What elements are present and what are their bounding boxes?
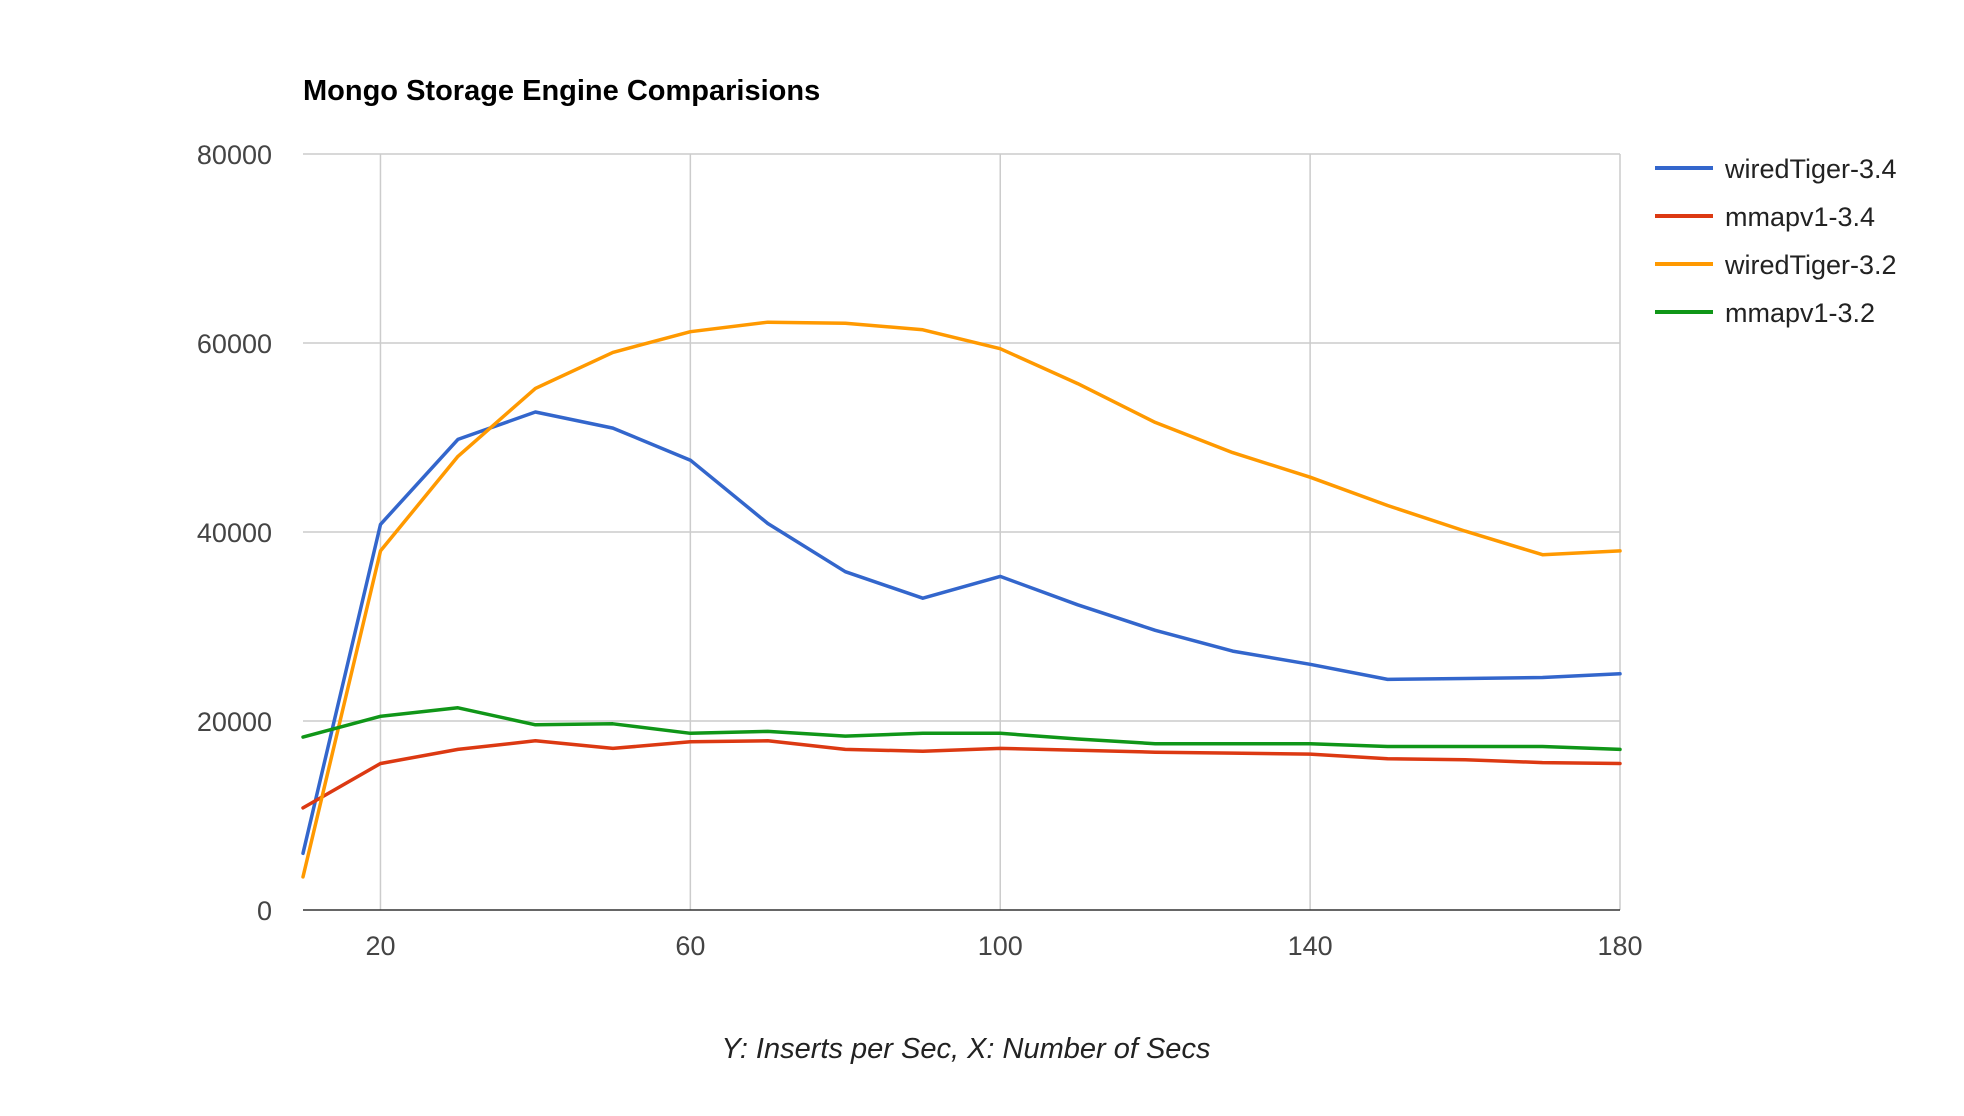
y-tick-label: 60000	[197, 329, 272, 359]
legend-label: wiredTiger-3.2	[1724, 250, 1897, 280]
x-axis-tick-labels: 20 60 100 140 180	[365, 931, 1642, 961]
chart-title: Mongo Storage Engine Comparisions	[303, 75, 820, 107]
x-tick-label: 180	[1597, 931, 1642, 961]
series-line-wiredTiger-3.4	[301, 410, 1622, 856]
chart-caption: Y: Inserts per Sec, X: Number of Secs	[722, 1033, 1211, 1065]
y-tick-label: 0	[257, 896, 272, 926]
legend: wiredTiger-3.4 mmapv1-3.4 wiredTiger-3.2 mm…	[1655, 154, 1897, 328]
series-line-wiredTiger-3.2	[301, 320, 1622, 879]
legend-label: wiredTiger-3.4	[1724, 154, 1897, 184]
gridlines	[303, 153, 1621, 911]
y-tick-label: 20000	[197, 707, 272, 737]
series-line-mmapv1-3.2	[301, 706, 1622, 752]
x-tick-label: 140	[1288, 931, 1333, 961]
y-tick-label: 40000	[197, 518, 272, 548]
x-tick-label: 100	[978, 931, 1023, 961]
y-tick-label: 80000	[197, 140, 272, 170]
series-line-mmapv1-3.4	[301, 739, 1622, 810]
series-lines	[301, 320, 1622, 879]
legend-label: mmapv1-3.4	[1725, 202, 1875, 232]
legend-label: mmapv1-3.2	[1725, 298, 1875, 328]
x-tick-label: 60	[675, 931, 705, 961]
y-axis-tick-labels: 0 20000 40000 60000 80000	[197, 140, 272, 926]
x-tick-label: 20	[365, 931, 395, 961]
